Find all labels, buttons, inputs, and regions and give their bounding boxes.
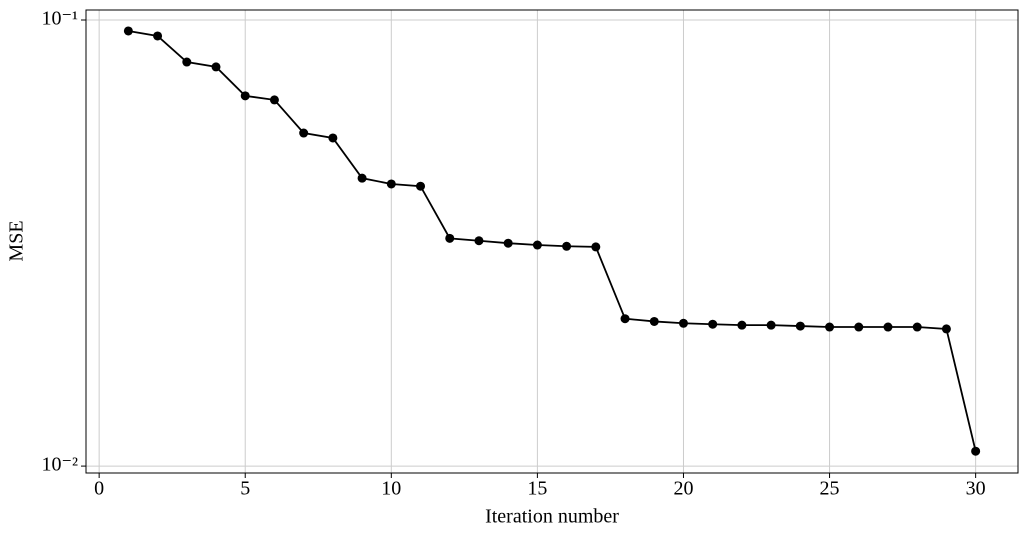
data-point (153, 31, 163, 41)
data-point (591, 242, 601, 252)
x-tick-label: 5 (240, 478, 250, 500)
data-point (825, 322, 835, 332)
data-line (128, 30, 977, 452)
data-point (854, 322, 864, 332)
x-tick-label: 10 (381, 478, 401, 500)
data-point (649, 316, 659, 326)
data-point (328, 133, 338, 143)
data-point (445, 233, 455, 243)
data-point (416, 181, 426, 191)
data-point (269, 95, 279, 105)
data-point (562, 241, 572, 251)
y-tick-label: 10⁻¹ (41, 8, 78, 30)
data-point (211, 62, 221, 72)
x-tick-label: 15 (527, 478, 547, 500)
data-point (532, 240, 542, 250)
data-point (620, 314, 630, 324)
data-point (357, 173, 367, 183)
x-tick-label: 25 (820, 478, 840, 500)
x-tick-label: 20 (673, 478, 693, 500)
x-axis-label: Iteration number (485, 506, 619, 528)
data-point (971, 446, 981, 456)
data-point (941, 324, 951, 334)
data-point (883, 322, 893, 332)
data-point (678, 318, 688, 328)
data-point (474, 236, 484, 246)
data-point (737, 320, 747, 330)
data-point (386, 179, 396, 189)
plot-frame (85, 9, 1019, 474)
data-point (123, 26, 133, 36)
data-point (795, 321, 805, 331)
data-point (182, 57, 192, 67)
data-point (766, 320, 776, 330)
data-point (708, 319, 718, 329)
data-point (299, 128, 309, 138)
y-tick-label: 10⁻² (41, 454, 78, 476)
data-point (240, 91, 250, 101)
data-point (912, 322, 922, 332)
data-point (503, 238, 513, 248)
x-tick-label: 30 (966, 478, 986, 500)
x-tick-label: 0 (94, 478, 104, 500)
y-axis-label: MSE (6, 220, 28, 261)
